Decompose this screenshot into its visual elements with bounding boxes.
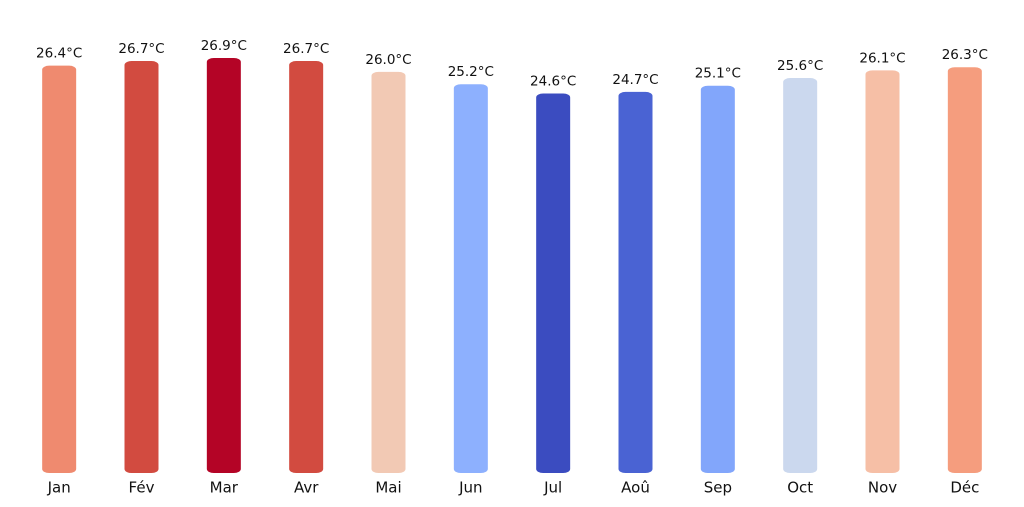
x-tick-label: Nov — [868, 479, 897, 497]
value-label: 26.4°C — [36, 46, 82, 62]
bar — [865, 70, 900, 474]
x-tick-label: Jul — [543, 479, 562, 497]
bar — [124, 61, 159, 474]
x-tick-label: Sep — [704, 479, 732, 497]
bar — [453, 84, 488, 473]
value-label: 26.9°C — [201, 38, 247, 54]
x-tick-label: Aoû — [621, 479, 650, 497]
x-tick-label: Jun — [458, 479, 482, 497]
value-label: 25.6°C — [777, 58, 823, 74]
bar — [618, 91, 653, 474]
value-label: 26.7°C — [118, 41, 164, 57]
value-label: 26.0°C — [365, 52, 411, 68]
x-tick-label: Avr — [294, 479, 319, 497]
bar — [206, 57, 241, 473]
value-label: 26.1°C — [859, 50, 905, 66]
x-tick-label: Fév — [129, 479, 155, 497]
bar — [371, 71, 406, 473]
x-tick-label: Jan — [47, 479, 71, 497]
value-label: 26.7°C — [283, 41, 329, 57]
x-tick-label: Déc — [950, 479, 979, 497]
value-label: 24.7°C — [612, 72, 658, 88]
bar — [289, 61, 324, 474]
bar — [536, 93, 571, 473]
value-label: 25.1°C — [695, 66, 741, 82]
x-tick-label: Oct — [787, 479, 813, 497]
bar — [783, 78, 818, 474]
bar — [947, 67, 982, 473]
x-tick-label: Mar — [210, 479, 239, 497]
value-label: 26.3°C — [942, 47, 988, 63]
bar — [700, 85, 735, 473]
bar — [42, 65, 77, 473]
x-tick-label: Mai — [375, 479, 401, 497]
value-label: 25.2°C — [448, 64, 494, 80]
value-label: 24.6°C — [530, 73, 576, 89]
